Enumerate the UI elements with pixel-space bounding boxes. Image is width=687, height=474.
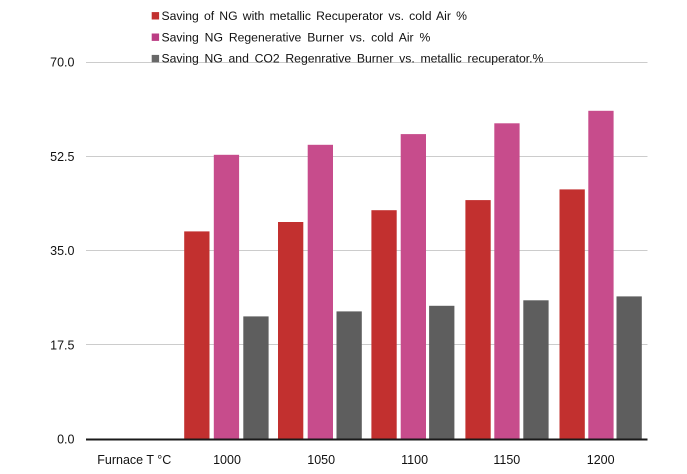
svg-text:Saving NG and CO2 Regenrative: Saving NG and CO2 Regenrative Burner vs.…	[162, 52, 544, 66]
svg-text:52.5: 52.5	[50, 150, 74, 164]
svg-text:17.5: 17.5	[50, 338, 74, 352]
svg-text:Saving NG Regenerative Burner: Saving NG Regenerative Burner vs. cold A…	[162, 30, 431, 44]
svg-text:1000: 1000	[213, 453, 241, 467]
svg-text:70.0: 70.0	[50, 56, 74, 70]
svg-text:1050: 1050	[307, 453, 335, 467]
svg-text:1150: 1150	[493, 453, 520, 467]
svg-text:1200: 1200	[587, 453, 615, 467]
svg-text:1100: 1100	[401, 453, 428, 467]
svg-text:Furnace T °C: Furnace T °C	[97, 453, 171, 467]
svg-text:35.0: 35.0	[50, 244, 74, 258]
svg-text:Saving of NG with metallic Rec: Saving of NG with metallic Recuperator v…	[162, 9, 468, 23]
svg-text:0.0: 0.0	[57, 433, 74, 447]
